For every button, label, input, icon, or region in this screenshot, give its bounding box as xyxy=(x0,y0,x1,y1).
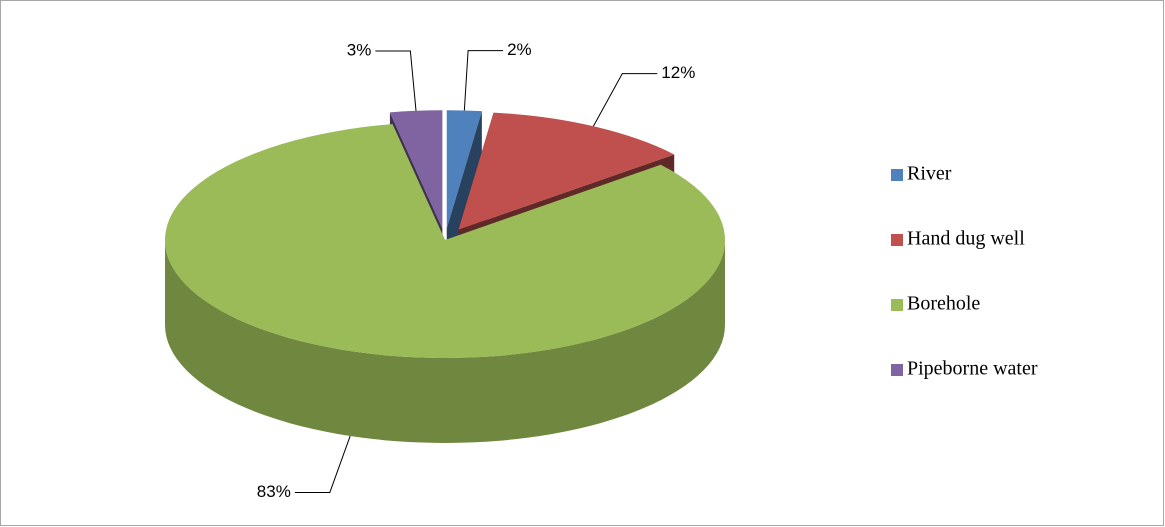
slice xyxy=(165,124,726,359)
slice-side xyxy=(165,240,725,443)
legend-swatch xyxy=(891,364,903,376)
slice xyxy=(446,110,482,229)
leader-line xyxy=(375,50,417,111)
data-label: 12% xyxy=(661,63,695,82)
legend-swatch xyxy=(891,299,903,311)
legend-label: Borehole xyxy=(907,293,980,315)
legend-swatch xyxy=(891,234,903,246)
legend: River Hand dug well Borehole Pipeborne wate… xyxy=(891,163,1038,380)
data-label: 83% xyxy=(257,482,291,501)
leader-line xyxy=(463,50,504,111)
legend-label: Pipeborne water xyxy=(907,358,1038,380)
leader-line xyxy=(294,435,351,493)
legend-label: Hand dug well xyxy=(907,228,1025,250)
data-label: 2% xyxy=(507,40,532,59)
legend-swatch xyxy=(891,169,903,181)
data-labels: 2% 12% 83% 3% xyxy=(257,40,696,501)
data-label: 3% xyxy=(347,41,372,60)
slice xyxy=(389,110,443,229)
pie-tops xyxy=(165,110,726,359)
legend-label: River xyxy=(907,163,952,185)
leader-line xyxy=(592,73,658,127)
slice xyxy=(458,112,675,230)
